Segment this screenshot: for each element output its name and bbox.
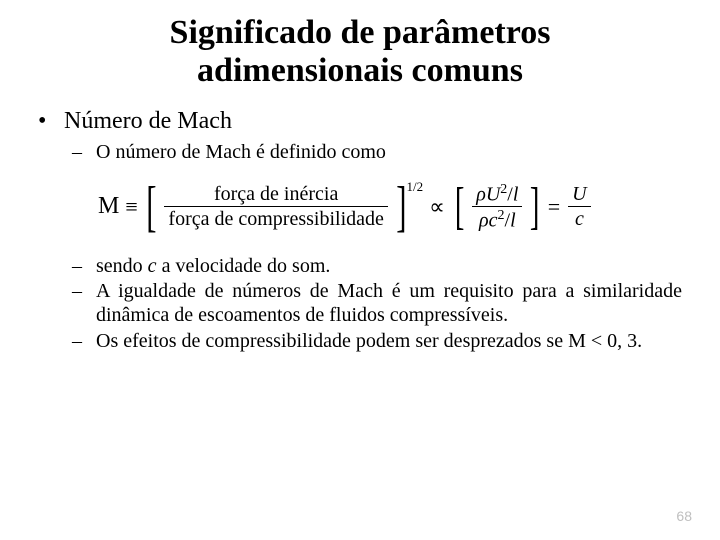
fraction-bar: [164, 206, 387, 207]
mach-formula: M ≡ [ força de inércia força de compress…: [98, 179, 682, 235]
exponent-half: 1/2: [407, 179, 424, 195]
slide-title: Significado de parâmetros adimensionais …: [38, 14, 682, 90]
symbol-equals: =: [544, 194, 564, 220]
symbol-equiv: ≡: [121, 194, 141, 220]
numerator: ρU2/l: [472, 182, 522, 206]
numerator: força de inércia: [210, 183, 342, 205]
dash-icon: –: [72, 141, 96, 165]
symbol-proportional: ∝: [423, 194, 451, 220]
bullet-icon: •: [38, 108, 64, 135]
right-bracket-icon: ]: [396, 179, 406, 235]
right-bracket-icon: ]: [530, 181, 540, 233]
slide: Significado de parâmetros adimensionais …: [0, 0, 720, 540]
level2-item: – A igualdade de números de Mach é um re…: [72, 280, 682, 327]
denominator: força de compressibilidade: [164, 208, 387, 230]
numerator: U: [568, 183, 590, 205]
fraction-bar: [568, 206, 590, 207]
denominator: c: [571, 208, 588, 230]
symbol-M: M: [98, 193, 121, 220]
level2-item: – O número de Mach é definido como: [72, 141, 682, 165]
paragraph-2: A igualdade de números de Mach é um requ…: [96, 280, 682, 327]
level2-item: – Os efeitos de compressibilidade podem …: [72, 330, 682, 354]
level1-text: Número de Mach: [64, 108, 232, 135]
level2-item: – sendo c a velocidade do som.: [72, 255, 682, 279]
page-number: 68: [676, 508, 692, 524]
dash-icon: –: [72, 280, 96, 327]
fraction-Uc: U c: [564, 183, 594, 230]
fraction-bar: [472, 206, 522, 207]
fraction-forces: força de inércia força de compressibilid…: [160, 183, 391, 230]
paragraph-3: Os efeitos de compressibilidade podem se…: [96, 330, 682, 354]
left-bracket-icon: [: [455, 181, 465, 233]
level1-item: • Número de Mach: [38, 108, 682, 135]
paragraph-1: sendo c a velocidade do som.: [96, 255, 682, 279]
fraction-rho: ρU2/l ρc2/l: [468, 182, 526, 232]
title-line-2: adimensionais comuns: [197, 52, 523, 89]
denominator: ρc2/l: [475, 208, 520, 232]
title-line-1: Significado de parâmetros: [170, 14, 551, 51]
dash-icon: –: [72, 330, 96, 354]
definition-text: O número de Mach é definido como: [96, 141, 682, 165]
dash-icon: –: [72, 255, 96, 279]
left-bracket-icon: [: [146, 179, 156, 235]
